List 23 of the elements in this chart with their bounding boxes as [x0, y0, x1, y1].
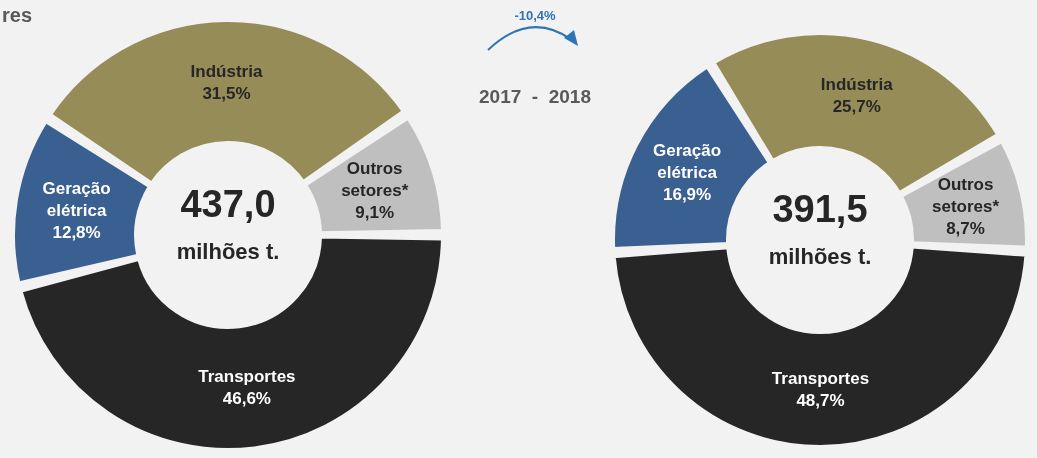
- data-label: 9,1%: [355, 202, 395, 222]
- text: 437,0: [180, 183, 276, 225]
- chart-title: res: [2, 4, 33, 26]
- text: -10,4%: [514, 8, 557, 23]
- data-label: 12,8%: [52, 222, 101, 242]
- text: milhões t.: [768, 244, 872, 269]
- text: milhões t.: [176, 239, 280, 264]
- slice-label: Indústria: [820, 74, 894, 94]
- data-label: 46,6%: [222, 388, 271, 408]
- data-label: 8,7%: [946, 218, 985, 238]
- slice-label: Transportes: [198, 366, 296, 386]
- text: 2017 - 2018: [479, 86, 591, 107]
- slice-label: Geração elétrica: [42, 178, 111, 220]
- slice-label: Geração elétrica: [653, 140, 722, 182]
- slice-label: Outros setores*: [931, 174, 1000, 216]
- data-label: 48,7%: [796, 391, 845, 410]
- data-label: 25,7%: [832, 96, 881, 116]
- data-label: 16,9%: [663, 184, 712, 204]
- slice-label: Outros setores*: [341, 158, 409, 200]
- data-label: 31,5%: [202, 83, 251, 103]
- slice-label: Indústria: [190, 61, 263, 81]
- text: 391,5: [772, 188, 868, 230]
- slice-label: Transportes: [771, 369, 870, 388]
